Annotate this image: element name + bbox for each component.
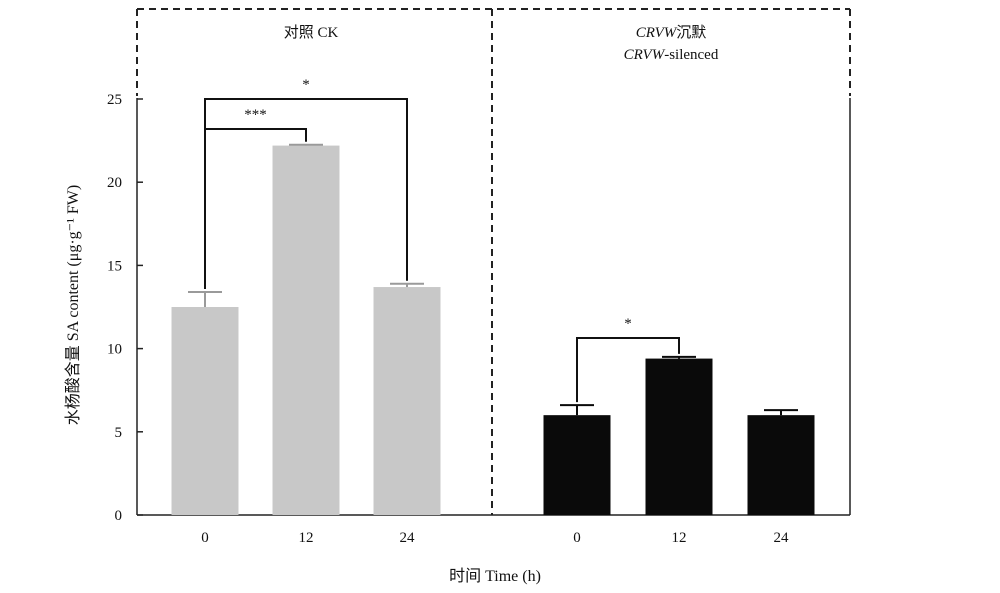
significance-label: * [302, 77, 310, 93]
bar [171, 307, 239, 515]
y-tick-label: 25 [107, 92, 122, 108]
x-tick-label: 24 [400, 530, 416, 546]
x-tick-label: 12 [299, 530, 314, 546]
bar [747, 415, 815, 515]
significance-brackets: ***** [204, 77, 680, 403]
bar [373, 287, 441, 515]
y-tick-label: 20 [107, 175, 122, 191]
panel-title-silenced-line2: CRVW-silenced [624, 47, 719, 63]
y-tick-label: 10 [107, 342, 122, 358]
panel-title-ck: 对照 CK [284, 24, 339, 41]
y-ticks: 0 5 10 15 20 25 [107, 92, 143, 524]
bar [543, 415, 611, 515]
x-tick-label: 24 [774, 530, 790, 546]
bar [645, 358, 713, 515]
x-tick-label: 0 [573, 530, 581, 546]
panel-frames [136, 8, 851, 515]
x-tick-label: 0 [201, 530, 209, 546]
x-tick-labels: 0 12 24 0 12 24 [201, 530, 789, 546]
significance-bracket [204, 98, 408, 290]
panel-title-silenced-line1: CRVW沉默 [636, 24, 707, 41]
significance-label: * [624, 316, 632, 332]
x-tick-label: 12 [672, 530, 687, 546]
significance-bracket [576, 337, 680, 403]
x-axis-title: 时间 Time (h) [449, 567, 541, 585]
error-bars [188, 143, 798, 416]
bars [171, 145, 815, 516]
bar [272, 145, 340, 516]
y-tick-label: 5 [115, 425, 123, 441]
significance-label: *** [244, 107, 267, 123]
y-axis-title: 水杨酸含量 SA content (μg·g⁻¹ FW) [64, 185, 82, 425]
y-tick-label: 15 [107, 258, 122, 274]
axes [136, 98, 851, 516]
y-tick-label: 0 [115, 508, 123, 524]
